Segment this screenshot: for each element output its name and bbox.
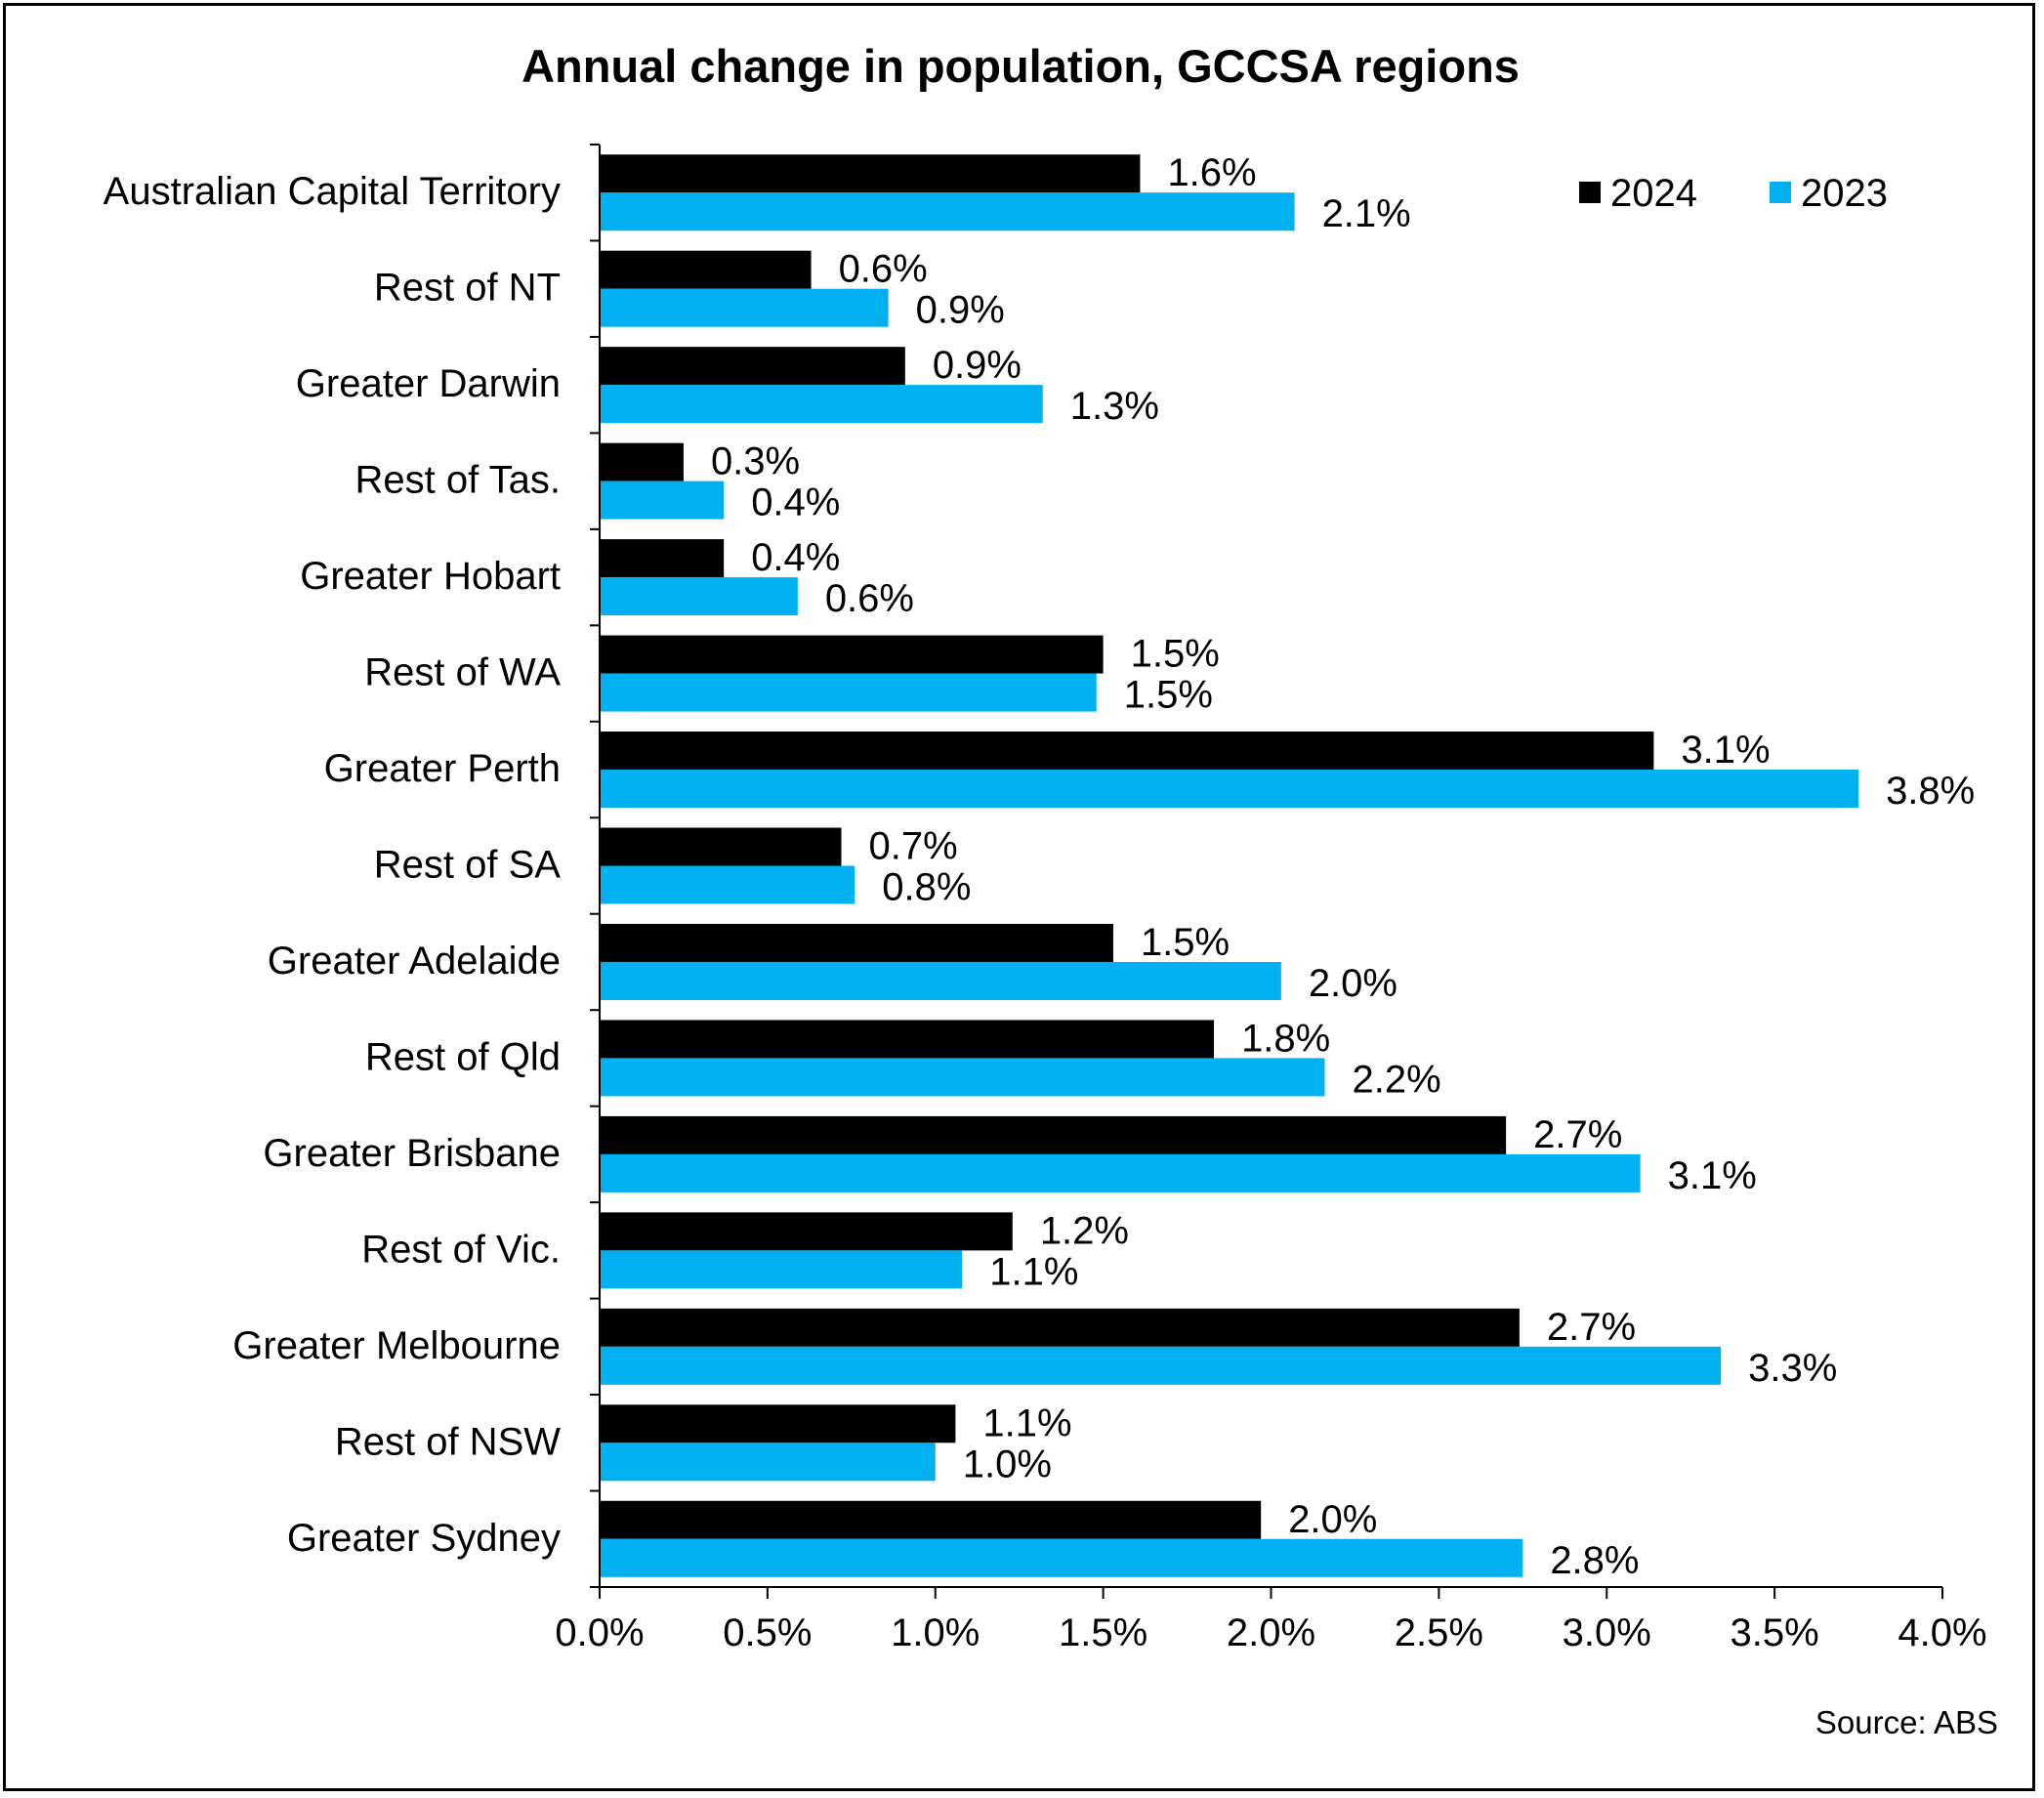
category-label: Greater Adelaide [268, 940, 561, 983]
data-label-2024: 0.6% [839, 248, 928, 291]
bar-2023 [600, 1443, 936, 1482]
bar-2024 [600, 1020, 1215, 1059]
category-label: Greater Sydney [287, 1517, 561, 1560]
data-label-2023: 3.1% [1668, 1154, 1757, 1197]
bar-2024 [600, 539, 725, 578]
data-label-2024: 3.1% [1681, 729, 1770, 772]
bar-2023 [600, 1153, 1641, 1192]
category-label: Rest of WA [364, 651, 561, 694]
bar-2023 [600, 1250, 963, 1289]
bar-2024 [600, 347, 905, 386]
bar-2024 [600, 442, 684, 481]
category-label: Greater Perth [324, 747, 561, 790]
data-label-2024: 1.8% [1241, 1017, 1330, 1060]
data-label-2023: 3.3% [1748, 1347, 1837, 1390]
legend: 2024 2023 [1579, 172, 1888, 215]
x-tick-label: 1.5% [1059, 1611, 1147, 1654]
bar-2023 [600, 385, 1043, 424]
category-label: Rest of Vic. [361, 1228, 561, 1271]
x-tick-label: 2.5% [1395, 1611, 1483, 1654]
category-label: Greater Darwin [296, 362, 561, 405]
data-label-2024: 1.5% [1131, 633, 1220, 676]
category-label: Australian Capital Territory [104, 170, 561, 213]
category-label: Greater Melbourne [232, 1324, 561, 1367]
category-label: Greater Brisbane [263, 1132, 561, 1175]
data-label-2024: 1.6% [1167, 151, 1256, 194]
x-tick-label: 1.0% [891, 1611, 980, 1654]
data-label-2023: 2.8% [1550, 1539, 1639, 1582]
bars-layer: 1.6%2.1%0.6%0.9%0.9%1.3%0.3%0.4%0.4%0.6%… [600, 151, 1975, 1582]
data-label-2024: 0.3% [711, 440, 800, 483]
legend-label-2024: 2024 [1610, 172, 1697, 215]
data-label-2023: 0.8% [882, 866, 971, 909]
bar-2024 [600, 827, 842, 866]
chart-frame [3, 3, 2035, 1791]
bar-2023 [600, 770, 1859, 809]
bar-2024 [600, 1500, 1262, 1539]
bar-2023 [600, 288, 889, 327]
data-label-2023: 2.0% [1309, 962, 1397, 1005]
data-label-2024: 1.2% [1040, 1209, 1129, 1252]
data-label-2023: 2.2% [1353, 1058, 1441, 1101]
bar-2023 [600, 481, 725, 520]
bar-2023 [600, 865, 855, 904]
data-label-2023: 1.1% [989, 1250, 1078, 1293]
bar-2023 [600, 673, 1097, 712]
x-tick-label: 4.0% [1898, 1611, 1986, 1654]
x-tick-label: 3.5% [1731, 1611, 1819, 1654]
data-label-2024: 2.7% [1547, 1306, 1636, 1349]
bar-2024 [600, 1212, 1013, 1251]
data-label-2023: 2.1% [1322, 192, 1411, 235]
data-label-2024: 0.7% [869, 825, 958, 868]
bar-2023 [600, 961, 1281, 1000]
data-label-2023: 0.6% [825, 577, 914, 620]
bar-2023 [600, 1058, 1325, 1097]
data-label-2023: 1.0% [963, 1443, 1052, 1485]
x-tick-label: 2.0% [1227, 1611, 1315, 1654]
category-label: Greater Hobart [300, 555, 561, 598]
data-label-2024: 2.7% [1533, 1113, 1622, 1156]
bar-2023 [600, 577, 798, 616]
bar-2024 [600, 250, 812, 289]
category-label: Rest of SA [374, 844, 562, 887]
x-tick-label: 3.0% [1563, 1611, 1651, 1654]
data-label-2024: 2.0% [1288, 1498, 1377, 1541]
bar-2024 [600, 154, 1141, 193]
category-label: Rest of Tas. [355, 459, 561, 502]
data-label-2023: 1.3% [1070, 385, 1159, 428]
data-label-2023: 3.8% [1886, 770, 1975, 813]
data-label-2023: 0.4% [751, 481, 840, 524]
x-tick-label: 0.5% [723, 1611, 812, 1654]
data-label-2024: 0.4% [751, 536, 840, 579]
data-label-2024: 1.1% [982, 1401, 1071, 1444]
category-label: Rest of Qld [365, 1035, 561, 1078]
bar-2023 [600, 192, 1295, 231]
data-label-2024: 0.9% [933, 344, 1022, 387]
data-label-2024: 1.5% [1141, 921, 1230, 964]
x-tick-label: 0.0% [555, 1611, 644, 1654]
bar-2024 [600, 1308, 1520, 1347]
data-label-2023: 1.5% [1124, 674, 1213, 717]
bar-2023 [600, 1538, 1523, 1577]
axes-layer: Australian Capital Territory Rest of NT Gr… [104, 144, 1987, 1654]
bar-2024 [600, 635, 1104, 674]
category-label: Rest of NT [374, 267, 561, 310]
bar-2024 [600, 1115, 1507, 1154]
bar-2024 [600, 1404, 956, 1443]
legend-label-2023: 2023 [1801, 172, 1888, 215]
bar-2024 [600, 732, 1654, 771]
data-label-2023: 0.9% [916, 289, 1005, 332]
legend-swatch-2024 [1579, 182, 1601, 203]
legend-swatch-2023 [1770, 182, 1791, 203]
source-note: Source: ABS [1815, 1704, 1998, 1740]
chart-title: Annual change in population, GCCSA regio… [521, 40, 1520, 92]
bar-2023 [600, 1346, 1722, 1385]
category-label: Rest of NSW [335, 1420, 561, 1463]
bar-2024 [600, 923, 1113, 962]
